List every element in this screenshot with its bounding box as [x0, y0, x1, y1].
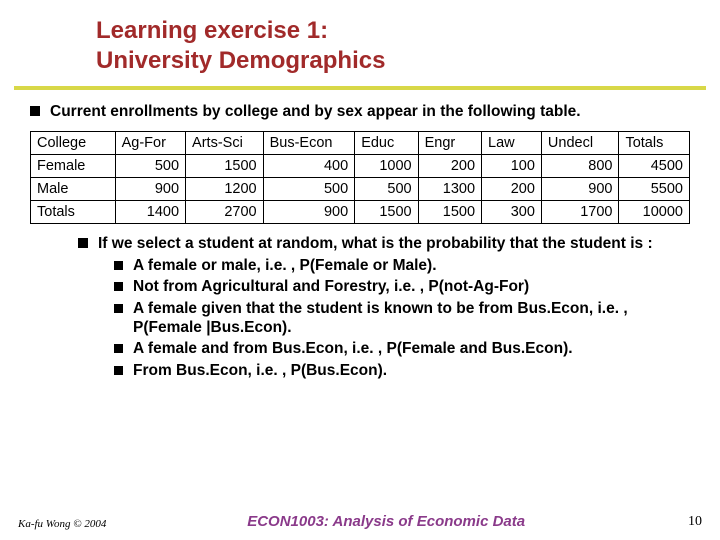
table-cell: 1400 [115, 201, 185, 224]
square-bullet-icon [30, 106, 40, 116]
title-line-2: University Demographics [96, 46, 720, 76]
table-col-header: Arts-Sci [186, 132, 264, 155]
table-col-header: Educ [355, 132, 418, 155]
table-cell: 1300 [418, 178, 481, 201]
square-bullet-icon [114, 366, 123, 375]
title-block: Learning exercise 1: University Demograp… [0, 0, 720, 90]
question-lead-row: If we select a student at random, what i… [30, 234, 690, 253]
table-cell: 100 [482, 155, 542, 178]
question-item-text: A female given that the student is known… [133, 299, 690, 338]
table-cell: 1500 [418, 201, 481, 224]
table-col-header: College [31, 132, 116, 155]
square-bullet-icon [114, 344, 123, 353]
intro-bullet: Current enrollments by college and by se… [30, 102, 690, 121]
footer-course: ECON1003: Analysis of Economic Data [106, 513, 666, 530]
title-line-1: Learning exercise 1: [96, 16, 720, 46]
table-cell: 1500 [186, 155, 264, 178]
table-col-header: Law [482, 132, 542, 155]
question-item: A female and from Bus.Econ, i.e. , P(Fem… [30, 339, 690, 358]
intro-text: Current enrollments by college and by se… [50, 102, 581, 121]
title-underline [14, 86, 706, 90]
square-bullet-icon [114, 282, 123, 291]
footer: Ka-fu Wong © 2004 ECON1003: Analysis of … [18, 513, 702, 530]
table-cell: 500 [263, 178, 355, 201]
table-row-label: Male [31, 178, 116, 201]
table-header: CollegeAg-ForArts-SciBus-EconEducEngrLaw… [31, 132, 690, 155]
table-cell: 900 [115, 178, 185, 201]
table-row: Totals1400270090015001500300170010000 [31, 201, 690, 224]
table-cell: 200 [482, 178, 542, 201]
table-cell: 900 [541, 178, 619, 201]
table-col-header: Engr [418, 132, 481, 155]
question-item-text: Not from Agricultural and Forestry, i.e.… [133, 277, 529, 296]
square-bullet-icon [114, 304, 123, 313]
table-cell: 300 [482, 201, 542, 224]
table-cell: 500 [115, 155, 185, 178]
table-body: Female500150040010002001008004500Male900… [31, 155, 690, 224]
table-cell: 900 [263, 201, 355, 224]
square-bullet-icon [114, 261, 123, 270]
footer-page-number: 10 [666, 514, 702, 530]
question-item: A female given that the student is known… [30, 299, 690, 338]
question-lead: If we select a student at random, what i… [98, 234, 653, 253]
footer-author: Ka-fu Wong © 2004 [18, 518, 106, 530]
question-block: If we select a student at random, what i… [30, 234, 690, 380]
table-cell: 10000 [619, 201, 690, 224]
table-cell: 1200 [186, 178, 264, 201]
square-bullet-icon [78, 238, 88, 248]
table-col-header: Bus-Econ [263, 132, 355, 155]
table-row-label: Totals [31, 201, 116, 224]
table-row: Female500150040010002001008004500 [31, 155, 690, 178]
table-cell: 2700 [186, 201, 264, 224]
question-item: From Bus.Econ, i.e. , P(Bus.Econ). [30, 361, 690, 380]
table-cell: 1700 [541, 201, 619, 224]
question-item: A female or male, i.e. , P(Female or Mal… [30, 256, 690, 275]
table-row-label: Female [31, 155, 116, 178]
table-col-header: Totals [619, 132, 690, 155]
slide-body: Current enrollments by college and by se… [0, 90, 720, 380]
table-cell: 5500 [619, 178, 690, 201]
table-cell: 1500 [355, 201, 418, 224]
enrollment-table: CollegeAg-ForArts-SciBus-EconEducEngrLaw… [30, 131, 690, 224]
table-cell: 400 [263, 155, 355, 178]
question-item-text: A female and from Bus.Econ, i.e. , P(Fem… [133, 339, 573, 358]
table-cell: 1000 [355, 155, 418, 178]
table-cell: 4500 [619, 155, 690, 178]
question-item: Not from Agricultural and Forestry, i.e.… [30, 277, 690, 296]
question-item-text: A female or male, i.e. , P(Female or Mal… [133, 256, 437, 275]
question-item-text: From Bus.Econ, i.e. , P(Bus.Econ). [133, 361, 387, 380]
slide: Learning exercise 1: University Demograp… [0, 0, 720, 540]
table-col-header: Undecl [541, 132, 619, 155]
table-col-header: Ag-For [115, 132, 185, 155]
table-row: Male900120050050013002009005500 [31, 178, 690, 201]
table-cell: 800 [541, 155, 619, 178]
table-cell: 500 [355, 178, 418, 201]
table-cell: 200 [418, 155, 481, 178]
